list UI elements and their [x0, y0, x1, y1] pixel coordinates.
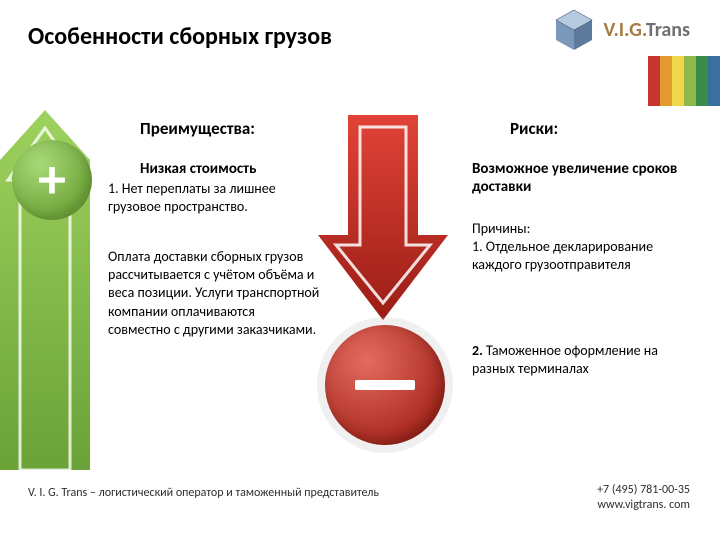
plus-sign: +: [38, 152, 66, 208]
plus-icon: +: [12, 140, 92, 220]
stripe: [684, 56, 696, 106]
minus-icon: [325, 325, 445, 445]
footer-phone: +7 (495) 781-00-35: [597, 483, 690, 499]
stripe: [696, 56, 708, 106]
page-title: Особенности сборных грузов: [28, 22, 332, 51]
advantages-point-1: 1. Нет переплаты за лишнее грузовое прос…: [108, 180, 310, 215]
minus-sign: [355, 380, 415, 390]
advantages-heading: Преимущества:: [140, 118, 255, 139]
stripe: [672, 56, 684, 106]
logo-trans: Trans: [646, 18, 690, 42]
risks-causes: Причины: 1. Отдельное декларирование каж…: [472, 220, 677, 275]
color-stripes: [648, 56, 720, 106]
logo-vig: V.I.G.: [604, 18, 646, 42]
logo-text: V.I.G.Trans: [604, 18, 690, 42]
causes-label: Причины:: [472, 220, 530, 237]
logo-cube-icon: [552, 8, 596, 52]
stripe: [660, 56, 672, 106]
red-down-arrow: [318, 115, 448, 325]
risks-point-1: 1. Отдельное декларирование каждого груз…: [472, 238, 653, 273]
footer-tagline: V. I. G. Trans – логистический оператор …: [28, 486, 379, 500]
risks-point-2: 2. Таможенное оформление на разных терми…: [472, 342, 682, 378]
risks-heading: Риски:: [510, 118, 558, 139]
risks-subheading: Возможное увеличение сроков доставки: [472, 160, 682, 196]
advantages-point-2: Оплата доставки сборных грузов рассчитыв…: [108, 248, 320, 339]
advantages-subheading: Низкая стоимость: [140, 160, 256, 178]
footer-contact: +7 (495) 781-00-35 www.vigtrans. com: [597, 483, 690, 514]
stripe: [648, 56, 660, 106]
logo: V.I.G.Trans: [552, 8, 690, 52]
footer-site: www.vigtrans. com: [597, 498, 690, 514]
stripe: [708, 56, 720, 106]
